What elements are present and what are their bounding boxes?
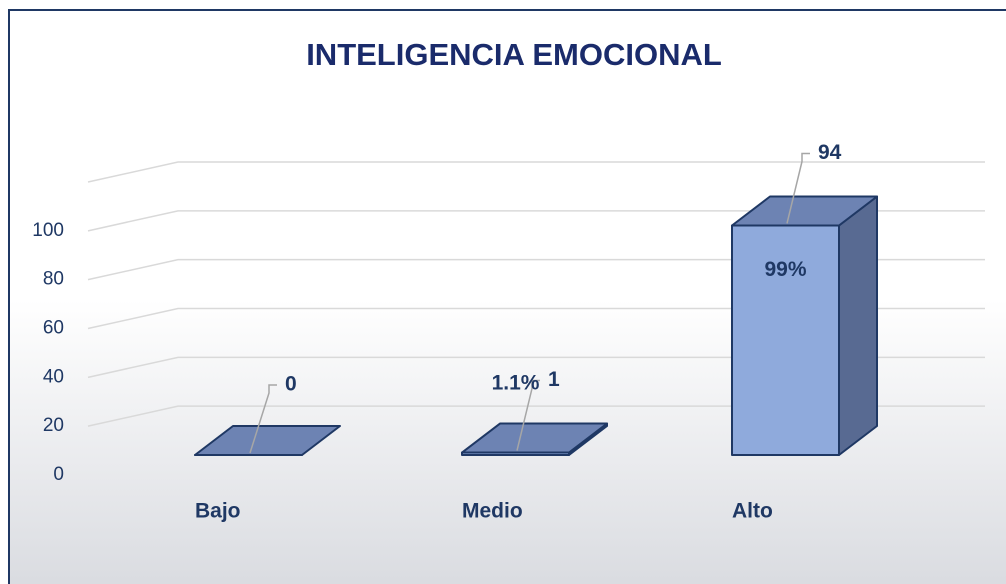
y-tick-label: 0 [53, 464, 64, 485]
leader-line [516, 379, 540, 451]
bar-top [731, 195, 878, 227]
leader-line [249, 384, 277, 454]
value-label: 94 [818, 141, 842, 164]
bar-top [461, 422, 608, 454]
percent-label: 99% [764, 258, 806, 281]
percent-label: 1.1% [492, 371, 540, 394]
x-tick-label: Bajo [195, 500, 241, 523]
grid-line [87, 210, 985, 232]
x-tick-label: Medio [462, 500, 523, 523]
chart-title: INTELIGENCIA EMOCIONAL [306, 37, 722, 72]
y-tick-label: 40 [43, 366, 64, 387]
y-tick-label: 100 [32, 220, 64, 241]
grid-line [87, 405, 985, 427]
plot-area: 0 20 40 60 80 100 Bajo 0 Medio 1 1.1% Alto 94 99% [32, 141, 985, 523]
bar [194, 425, 341, 456]
grid-line [87, 307, 985, 330]
y-tick-label: 60 [43, 318, 64, 339]
grid-line [87, 161, 985, 183]
x-tick-label: Alto [732, 500, 773, 523]
y-tick-label: 80 [43, 269, 64, 290]
bar-side [838, 195, 878, 456]
value-label: 0 [285, 373, 297, 396]
y-tick-label: 20 [43, 415, 64, 436]
bar [461, 422, 608, 456]
grid-line [87, 258, 985, 281]
bar-top [194, 425, 341, 456]
leader-line [786, 152, 810, 224]
bar [731, 195, 878, 456]
value-label: 1 [548, 368, 560, 391]
grid-line [87, 356, 985, 379]
